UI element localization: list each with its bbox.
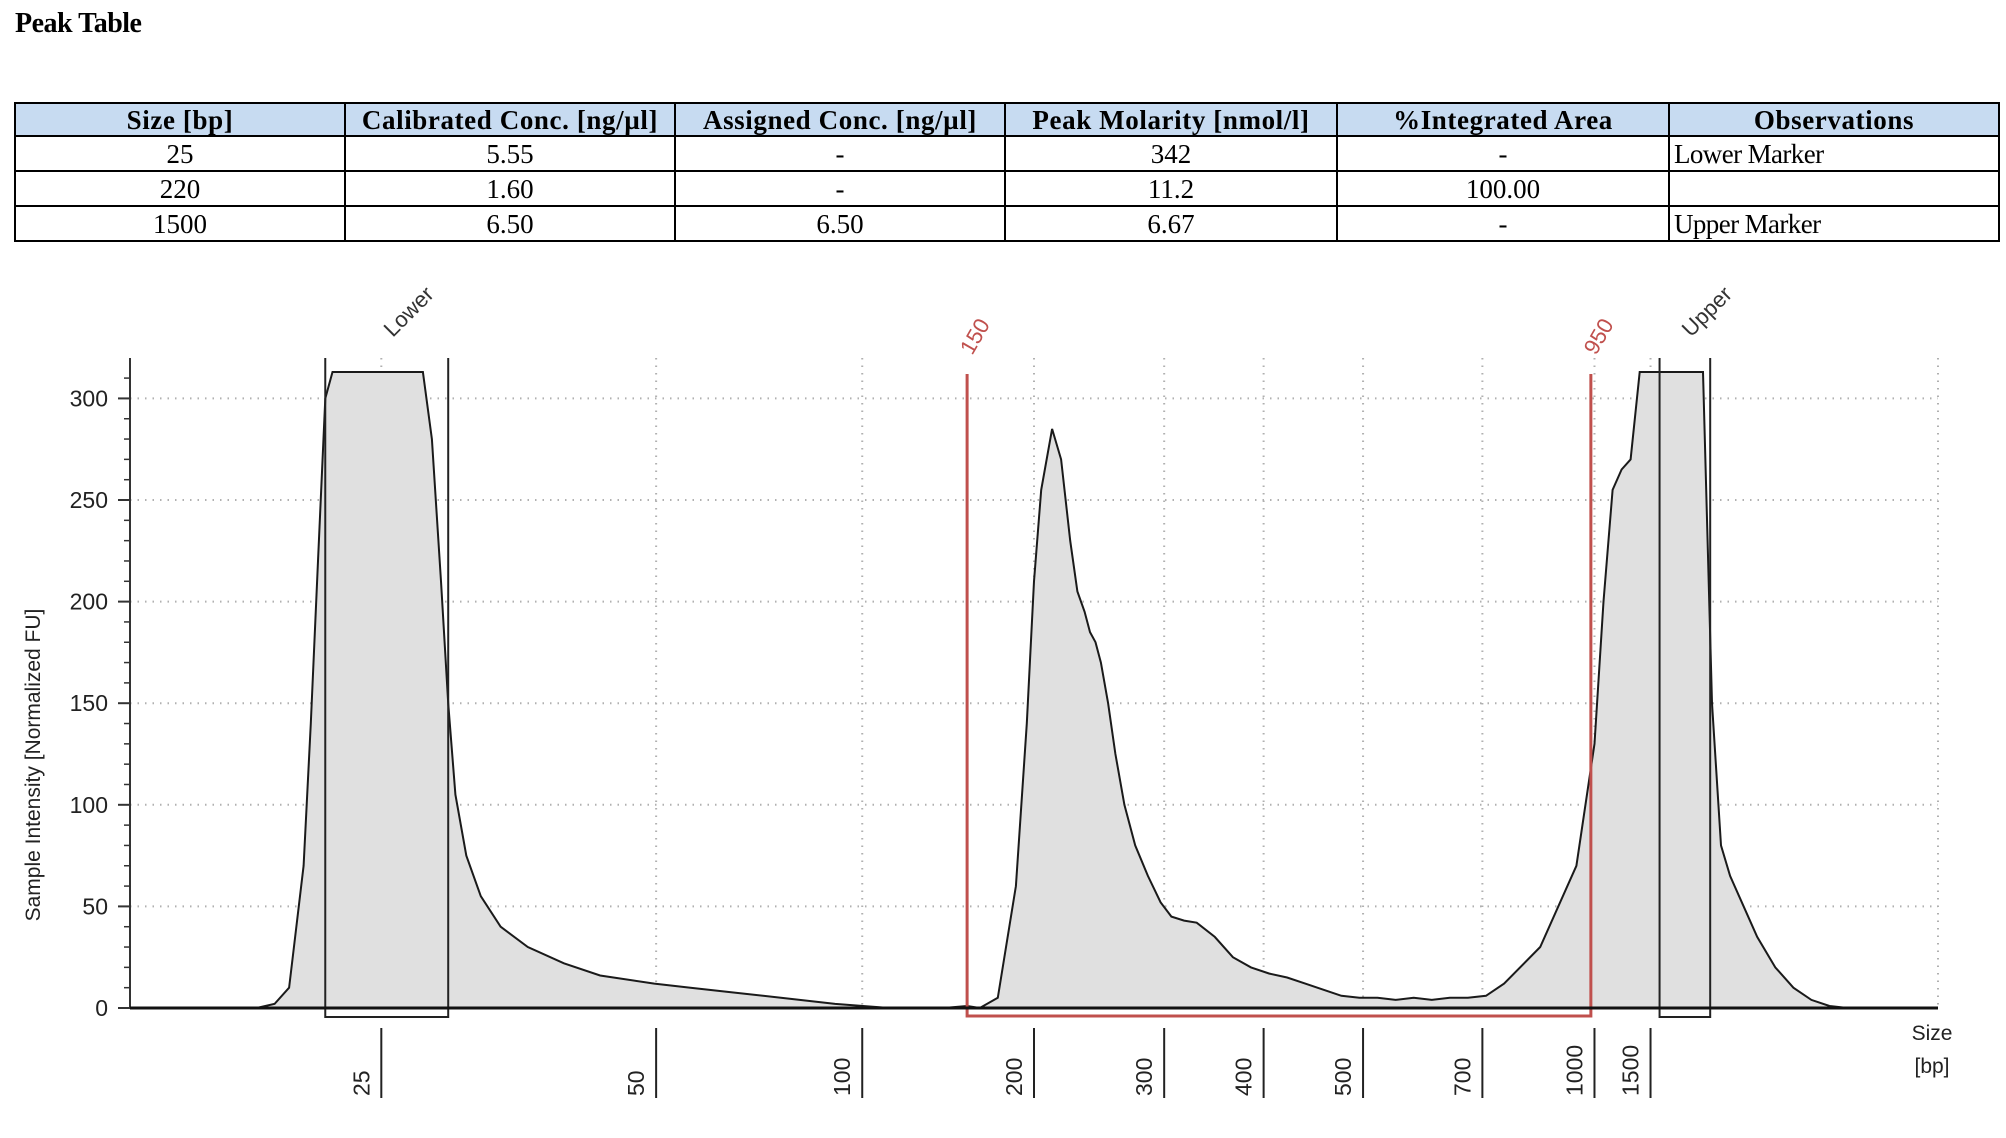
y-tick-label: 0 — [95, 995, 108, 1021]
y-tick-label: 200 — [70, 589, 108, 615]
y-tick-label: 250 — [70, 487, 108, 513]
marker-box-lower — [324, 358, 450, 1018]
x-tick-label: 700 — [1449, 1058, 1475, 1096]
marker-label-lower: Lower — [379, 285, 439, 342]
page-title: Peak Table — [15, 8, 142, 39]
table-cell-observation — [1668, 170, 2000, 207]
trace-line — [130, 371, 1938, 1010]
table-cell: 11.2 — [1004, 170, 1338, 207]
trace-area — [130, 372, 1938, 1008]
peak-table: Size [bp] Calibrated Conc. [ng/µl] Assig… — [14, 102, 2000, 242]
marker-box-upper — [1658, 358, 1712, 1018]
table-cell: 342 — [1004, 135, 1338, 172]
column-header-observations: Observations — [1668, 102, 2000, 137]
column-header-assigned-conc: Assigned Conc. [ng/µl] — [674, 102, 1006, 137]
table-cell: - — [1336, 135, 1670, 172]
table-row: 1500 6.50 6.50 6.67 - Upper Marker — [14, 205, 2000, 242]
column-header-integrated-area: %Integrated Area — [1336, 102, 1670, 137]
table-row: 25 5.55 - 342 - Lower Marker — [14, 135, 2000, 172]
column-header-peak-molarity: Peak Molarity [nmol/l] — [1004, 102, 1338, 137]
y-axis-label: Sample Intensity [Normalized FU] — [22, 609, 45, 922]
axes: Sample Intensity [Normalized FU] Size [b… — [22, 358, 1952, 1098]
table-cell: 1500 — [14, 205, 346, 242]
region-start-label: 150 — [955, 314, 995, 358]
x-tick-label: 300 — [1131, 1058, 1157, 1096]
table-cell: - — [1336, 205, 1670, 242]
table-cell: 6.67 — [1004, 205, 1338, 242]
x-tick-label: 1000 — [1561, 1045, 1587, 1096]
x-axis-label-line-2: [bp] — [1914, 1055, 1949, 1078]
table-cell: - — [674, 135, 1006, 172]
x-tick-label: 1500 — [1618, 1045, 1644, 1096]
table-cell-observation: Lower Marker — [1668, 135, 2000, 172]
table-cell-observation: Upper Marker — [1668, 205, 2000, 242]
y-tick-label: 100 — [70, 792, 108, 818]
column-header-size: Size [bp] — [14, 102, 346, 137]
y-tick-label: 150 — [70, 690, 108, 716]
table-row: 220 1.60 - 11.2 100.00 — [14, 170, 2000, 207]
table-cell: 5.55 — [344, 135, 676, 172]
x-axis-label-line-1: Size — [1912, 1022, 1953, 1045]
x-tick-label: 400 — [1231, 1058, 1257, 1096]
table-cell: 1.60 — [344, 170, 676, 207]
x-tick-label: 500 — [1330, 1058, 1356, 1096]
column-header-calibrated-conc: Calibrated Conc. [ng/µl] — [344, 102, 676, 137]
table-header-row: Size [bp] Calibrated Conc. [ng/µl] Assig… — [14, 102, 2000, 137]
x-tick-label: 100 — [829, 1058, 855, 1096]
table-cell: - — [674, 170, 1006, 207]
region-end-label: 950 — [1579, 314, 1619, 358]
table-cell: 100.00 — [1336, 170, 1670, 207]
x-tick-label: 200 — [1001, 1058, 1027, 1096]
trace — [130, 371, 1938, 1010]
x-tick-label: 25 — [348, 1070, 374, 1096]
y-tick-label: 50 — [82, 893, 108, 919]
table-cell: 6.50 — [674, 205, 1006, 242]
table-cell: 220 — [14, 170, 346, 207]
region-bracket — [965, 374, 1593, 1018]
electropherogram-chart: Lower Upper 150 950 Sample Intensity [Norm… — [22, 285, 1952, 1098]
y-tick-label: 300 — [70, 385, 108, 411]
marker-label-upper: Upper — [1677, 285, 1737, 342]
table-cell: 6.50 — [344, 205, 676, 242]
table-cell: 25 — [14, 135, 346, 172]
x-tick-label: 50 — [623, 1070, 649, 1096]
